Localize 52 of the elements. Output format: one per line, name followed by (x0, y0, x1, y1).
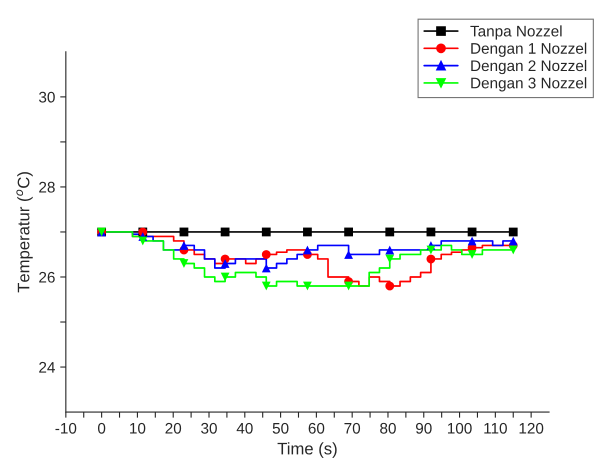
y-tick-label: 24 (39, 362, 55, 373)
x-tick-label: 60 (308, 422, 324, 434)
x-tick-label: -10 (55, 422, 76, 434)
x-tick-label: 50 (272, 422, 288, 434)
point (262, 228, 271, 236)
point (138, 236, 148, 246)
point (180, 259, 188, 268)
point (385, 246, 394, 254)
x-tick-label: 120 (520, 422, 544, 434)
x-axis-title: Time (s) (278, 442, 337, 458)
point (262, 282, 271, 290)
x-tick-label: 80 (380, 422, 396, 434)
x-tick-label: 30 (201, 422, 217, 434)
point (220, 259, 230, 268)
point (220, 272, 230, 282)
point (426, 254, 436, 264)
point (426, 246, 436, 254)
point (303, 228, 312, 236)
y-tick-label: 28 (39, 182, 55, 193)
point (180, 228, 188, 236)
point (303, 282, 312, 290)
point (180, 241, 188, 250)
point (508, 228, 518, 236)
x-tick-label: 20 (165, 422, 182, 434)
point (220, 228, 230, 236)
x-tick-label: 110 (484, 422, 507, 434)
legend-label: Dengan 1 Nozzel (471, 42, 586, 57)
x-tick-label: 10 (130, 422, 146, 434)
point (508, 246, 518, 254)
legend-label: Dengan 3 Nozzel (471, 77, 586, 92)
legend-label: Dengan 2 Nozzel (471, 60, 586, 74)
y-tick-label: 30 (39, 92, 55, 103)
y-axis-title: Temperatur ($^{o}$C) (16, 172, 33, 292)
point (468, 228, 476, 236)
point (303, 246, 312, 254)
point (385, 228, 394, 236)
x-tick-label: 90 (416, 422, 432, 434)
x-tick-label: 70 (344, 422, 360, 434)
x-tick-label: 0 (98, 422, 106, 434)
point (262, 250, 271, 259)
point (426, 228, 436, 236)
point (344, 282, 353, 290)
x-tick-label: 100 (448, 422, 472, 434)
x-tick-label: 40 (236, 422, 253, 434)
point (468, 250, 476, 259)
point (385, 282, 394, 290)
point (344, 228, 353, 236)
point (468, 236, 476, 246)
y-tick-label: 26 (39, 272, 55, 283)
legend-label: Tanpa Nozzel (470, 25, 562, 40)
point (344, 250, 353, 259)
point (508, 236, 518, 246)
